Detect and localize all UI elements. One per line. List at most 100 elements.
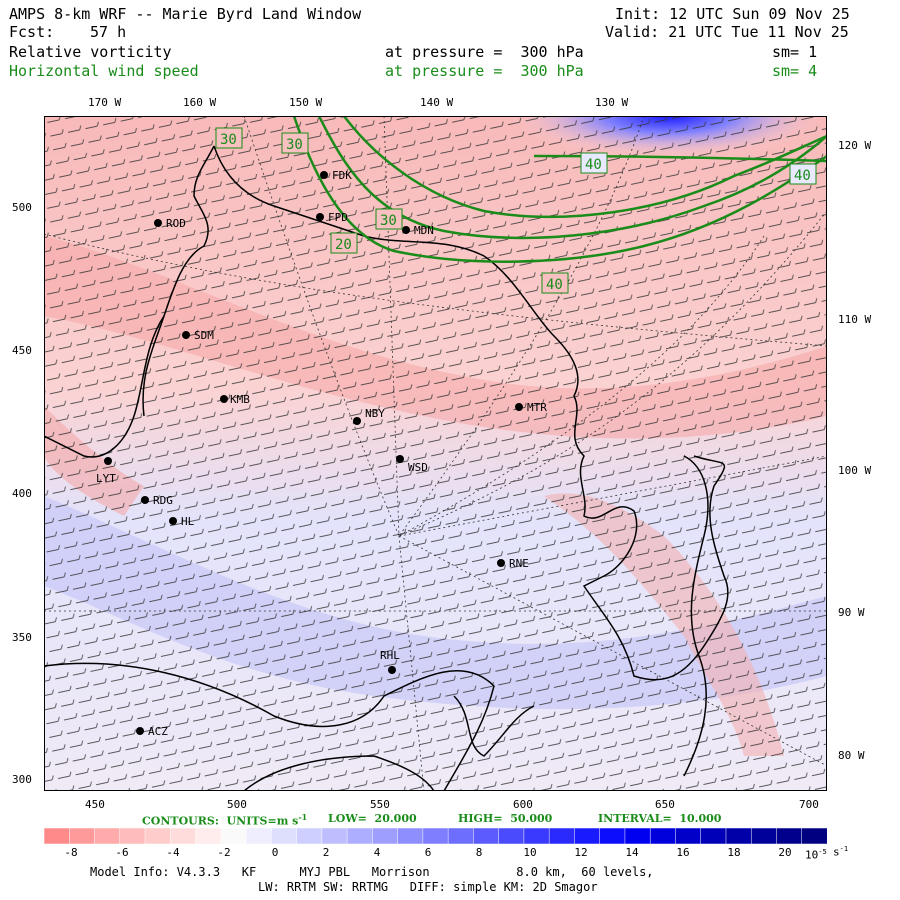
bottom-axis-label: 650 — [655, 798, 675, 811]
vorticity-map: ROD FDK FPD MDN SDM KMB NBY MTR WSD LYT … — [44, 116, 827, 791]
contour-interval: INTERVAL= 10.000 — [598, 812, 722, 825]
left-axis-label: 500 — [12, 201, 32, 214]
field2-smoothing: sm= 4 — [772, 62, 818, 80]
station-dot — [388, 666, 396, 674]
colorbar-swatch — [372, 828, 399, 844]
station-label: KMB — [230, 393, 250, 406]
colorbar-swatch — [675, 828, 702, 844]
colorbar-swatch — [69, 828, 96, 844]
station-dot — [104, 457, 112, 465]
station-dot — [515, 403, 523, 411]
left-axis-label: 400 — [12, 487, 32, 500]
coastline — [44, 145, 729, 791]
colorbar — [44, 828, 827, 844]
bottom-axis-label: 550 — [370, 798, 390, 811]
station-dot — [402, 226, 410, 234]
wind-contour-40-south — [533, 154, 827, 163]
station-dot — [141, 496, 149, 504]
model-physics: LW: RRTM SW: RRTMG DIFF: simple KM: 2D S… — [258, 880, 598, 894]
station-dot — [316, 213, 324, 221]
contour-label-box — [281, 132, 309, 154]
contour-label-box — [215, 127, 243, 149]
lon-label-right: 110 W — [838, 313, 872, 326]
contour-label: 30 — [286, 137, 303, 153]
colorbar-swatch — [220, 828, 247, 844]
colorbar-swatch — [649, 828, 677, 844]
colorbar-tick-label: 14 — [625, 846, 639, 859]
colorbar-swatch — [599, 828, 626, 844]
init-time: Init: 12 UTC Sun 09 Nov 25 — [615, 5, 850, 23]
colorbar-swatch — [119, 828, 146, 844]
contour-units: CONTOURS: UNITS=m s-1 — [142, 812, 308, 828]
colorbar-swatch — [397, 828, 424, 844]
colorbar-swatch — [170, 828, 197, 844]
station-label: WSD — [408, 461, 428, 474]
lon-label-top: 160 W — [183, 96, 217, 109]
contour-label: 40 — [585, 157, 602, 173]
fcst-label: Fcst: — [9, 23, 55, 41]
contour-label-box — [330, 232, 358, 254]
colorbar-swatch — [624, 828, 651, 844]
colorbar-unit: s-1 — [833, 845, 849, 859]
station-label: HL — [181, 515, 195, 528]
contour-label-box — [375, 208, 403, 230]
colorbar-swatch — [296, 828, 323, 844]
lon-label-top: 170 W — [88, 96, 122, 109]
colorbar-swatch — [195, 828, 222, 844]
wind-contour-20 — [292, 116, 827, 263]
wind-speed-contours — [292, 116, 827, 263]
contour-high: HIGH= 50.000 — [458, 812, 553, 825]
station-dot — [169, 517, 177, 525]
colorbar-swatch — [321, 828, 348, 844]
contour-label: 40 — [546, 277, 563, 293]
field1-level: at pressure = 300 hPa — [385, 43, 584, 61]
station-label: SDM — [194, 329, 214, 342]
colorbar-swatch — [473, 828, 500, 844]
valid-time: Valid: 21 UTC Tue 11 Nov 25 — [605, 23, 849, 41]
station-markers — [104, 171, 523, 735]
field1-name: Relative vorticity — [9, 43, 172, 61]
left-axis-label: 300 — [12, 773, 32, 786]
lon-label-right: 120 W — [838, 139, 872, 152]
lon-label-top: 130 W — [595, 96, 629, 109]
station-dot — [182, 331, 190, 339]
field2-level: at pressure = 300 hPa — [385, 62, 584, 80]
contour-label-box — [789, 163, 817, 185]
colorbar-tick-label: -4 — [166, 846, 180, 859]
colorbar-swatch — [801, 828, 827, 844]
station-label: MTR — [527, 401, 547, 414]
model-title: AMPS 8-km WRF -- Marie Byrd Land Window — [9, 5, 362, 23]
field1-smoothing: sm= 1 — [772, 43, 818, 61]
field2-name: Horizontal wind speed — [9, 62, 199, 80]
colorbar-swatch — [498, 828, 525, 844]
graticule — [44, 116, 827, 791]
bottom-axis-label: 700 — [799, 798, 819, 811]
colorbar-tick-label: 10 — [523, 846, 537, 859]
contour-label: 30 — [220, 132, 237, 148]
station-label: MDN — [414, 224, 434, 237]
colorbar-swatch — [700, 828, 727, 844]
station-dot — [220, 395, 228, 403]
colorbar-swatch — [44, 828, 71, 844]
contour-label-box — [580, 152, 608, 174]
station-label: NBY — [365, 407, 385, 420]
colorbar-tick-label: -8 — [64, 846, 78, 859]
lon-label-top: 150 W — [289, 96, 323, 109]
colorbar-tick-label: -6 — [115, 846, 129, 859]
lon-label-right: 90 W — [838, 606, 865, 619]
station-label: FPD — [328, 211, 348, 224]
station-label: RHL — [380, 649, 400, 662]
fcst-value: 57 h — [90, 23, 127, 41]
colorbar-tick-label: 0 — [271, 846, 279, 859]
colorbar-tick-label: 18 — [727, 846, 741, 859]
colorbar-tick-label: 16 — [676, 846, 690, 859]
station-dot — [353, 417, 361, 425]
bottom-axis-label: 450 — [85, 798, 105, 811]
colorbar-swatch — [725, 828, 752, 844]
station-label: LYT — [96, 472, 116, 485]
colorbar-swatch — [245, 828, 273, 844]
station-dot — [497, 559, 505, 567]
lon-label-top: 140 W — [420, 96, 454, 109]
station-dot — [320, 171, 328, 179]
wind-contour-30 — [317, 116, 827, 240]
